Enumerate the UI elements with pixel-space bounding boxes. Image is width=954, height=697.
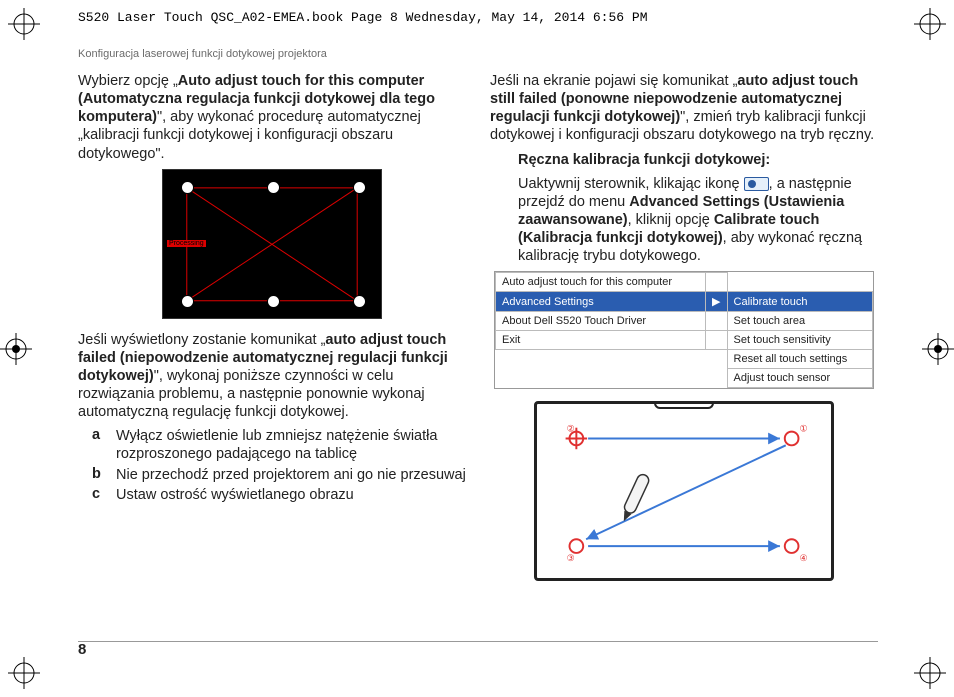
list-text: Ustaw ostrość wyświetlanego obrazu — [116, 486, 466, 504]
menu-item: Exit — [496, 331, 706, 350]
crop-mark — [8, 657, 40, 689]
list-label: b — [92, 466, 106, 484]
paragraph: Jeśli wyświetlony zostanie komunikat „au… — [78, 331, 466, 422]
list-label: c — [92, 486, 106, 504]
book-meta-line: S520 Laser Touch QSC_A02-EMEA.book Page … — [78, 10, 648, 25]
list-item: c Ustaw ostrość wyświetlanego obrazu — [92, 486, 466, 504]
crop-mark — [922, 333, 954, 365]
list-item: a Wyłącz oświetlenie lub zmniejsz natęże… — [92, 427, 466, 463]
crop-mark — [914, 657, 946, 689]
sub-heading: Ręczna kalibracja funkcji dotykowej: — [518, 151, 878, 169]
footer-rule — [78, 641, 878, 642]
section-header: Konfiguracja laserowej funkcji dotykowej… — [78, 48, 878, 60]
paragraph: Jeśli na ekranie pojawi się komunikat „a… — [490, 72, 878, 145]
paragraph: Uaktywnij sterownik, klikając ikonę , a … — [518, 175, 878, 266]
crop-mark — [0, 333, 32, 365]
calib-label: Processing — [167, 240, 206, 247]
crop-mark — [914, 8, 946, 40]
target-label-1: ① — [799, 424, 807, 434]
menu-item: Auto adjust touch for this computer — [496, 273, 706, 292]
calibration-pattern-figure: Processing — [162, 169, 382, 319]
submenu-arrow-icon: ▶ — [706, 292, 727, 312]
text: , kliknij opcję — [628, 212, 714, 228]
page-content: Konfiguracja laserowej funkcji dotykowej… — [78, 48, 878, 668]
target-label-3: ③ — [567, 553, 575, 563]
touch-calibration-diagram: ② ① ③ ④ — [534, 401, 834, 581]
paragraph: Wybierz opcję „Auto adjust touch for thi… — [78, 72, 466, 163]
menu-item: About Dell S520 Touch Driver — [496, 312, 706, 331]
list-label: a — [92, 427, 106, 463]
tray-app-icon — [744, 177, 769, 191]
list-text: Nie przechodź przed projektorem ani go n… — [116, 466, 466, 484]
page-number: 8 — [78, 641, 86, 658]
text: Jeśli wyświetlony zostanie komunikat „ — [78, 332, 325, 348]
context-menu-figure: Auto adjust touch for this computer Adva… — [494, 271, 874, 389]
text: Uaktywnij sterownik, klikając ikonę — [518, 176, 744, 192]
text: Wybierz opcję „ — [78, 73, 178, 89]
text: Jeśli na ekranie pojawi się komunikat „ — [490, 73, 737, 89]
submenu-item: Adjust touch sensor — [727, 369, 872, 388]
submenu-item: Reset all touch settings — [727, 350, 872, 369]
submenu-item: Set touch area — [727, 312, 872, 331]
crop-mark — [8, 8, 40, 40]
list-item: b Nie przechodź przed projektorem ani go… — [92, 466, 466, 484]
list-text: Wyłącz oświetlenie lub zmniejsz natężeni… — [116, 427, 466, 463]
menu-item-selected: Advanced Settings — [496, 292, 706, 312]
target-label-2: ② — [567, 424, 575, 434]
submenu-item-selected: Calibrate touch — [727, 292, 872, 312]
submenu-item: Set touch sensitivity — [727, 331, 872, 350]
target-label-4: ④ — [799, 553, 807, 563]
